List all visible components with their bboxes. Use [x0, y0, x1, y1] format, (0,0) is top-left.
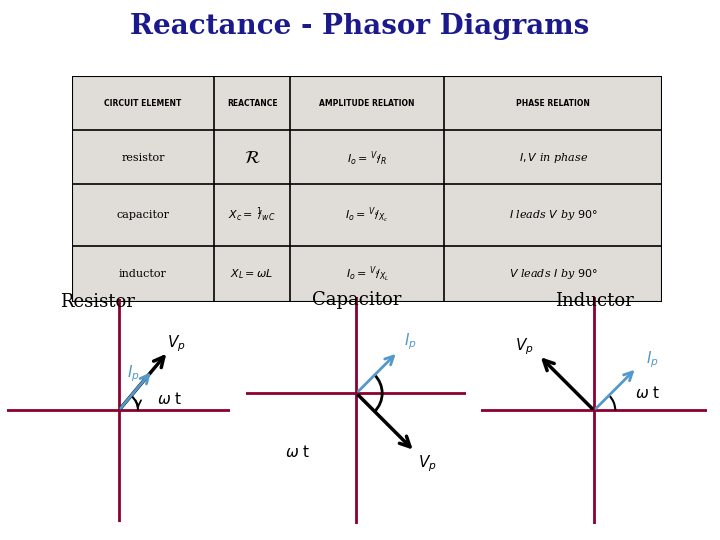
Text: $I_p$: $I_p$	[404, 332, 416, 352]
Text: $I_p$: $I_p$	[646, 349, 659, 369]
Text: $X_L = \omega L$: $X_L = \omega L$	[230, 267, 274, 281]
Text: $I_o = \,^{V_o}\!\!/_{X_L}$: $I_o = \,^{V_o}\!\!/_{X_L}$	[346, 264, 389, 284]
Text: $I_o = \,^{V_o}\!\!/_{X_c}$: $I_o = \,^{V_o}\!\!/_{X_c}$	[346, 205, 389, 225]
Text: resistor: resistor	[121, 153, 165, 164]
Text: Inductor: Inductor	[554, 292, 634, 309]
Text: REACTANCE: REACTANCE	[227, 99, 277, 109]
Text: $X_c = \,^1\!\!/_{wC}$: $X_c = \,^1\!\!/_{wC}$	[228, 206, 276, 224]
Text: $\omega$ t: $\omega$ t	[157, 390, 182, 407]
Text: $I$ leads $V$ by $90°$: $I$ leads $V$ by $90°$	[509, 208, 598, 222]
Text: $I,V$ in phase: $I,V$ in phase	[518, 151, 588, 165]
Text: capacitor: capacitor	[117, 210, 169, 220]
Text: $V$ leads $I$ by $90°$: $V$ leads $I$ by $90°$	[509, 267, 598, 281]
Text: $\mathcal{R}$: $\mathcal{R}$	[244, 150, 261, 167]
Text: $\omega$ t: $\omega$ t	[285, 444, 310, 460]
Text: $V_p$: $V_p$	[167, 333, 186, 354]
Text: Capacitor: Capacitor	[312, 292, 401, 309]
Text: $V_p$: $V_p$	[516, 336, 534, 357]
Text: $V_p$: $V_p$	[418, 454, 436, 474]
Text: $\omega$ t: $\omega$ t	[635, 384, 660, 401]
Text: CIRCUIT ELEMENT: CIRCUIT ELEMENT	[104, 99, 181, 109]
Text: $I_p$: $I_p$	[127, 363, 139, 384]
Text: Reactance - Phasor Diagrams: Reactance - Phasor Diagrams	[130, 14, 590, 40]
Text: Resistor: Resistor	[60, 293, 135, 311]
Text: AMPLITUDE RELATION: AMPLITUDE RELATION	[320, 99, 415, 109]
Text: inductor: inductor	[119, 269, 167, 279]
Text: PHASE RELATION: PHASE RELATION	[516, 99, 590, 109]
Text: $I_o = \,^{V_o}\!\!/_{R}$: $I_o = \,^{V_o}\!\!/_{R}$	[347, 149, 387, 167]
